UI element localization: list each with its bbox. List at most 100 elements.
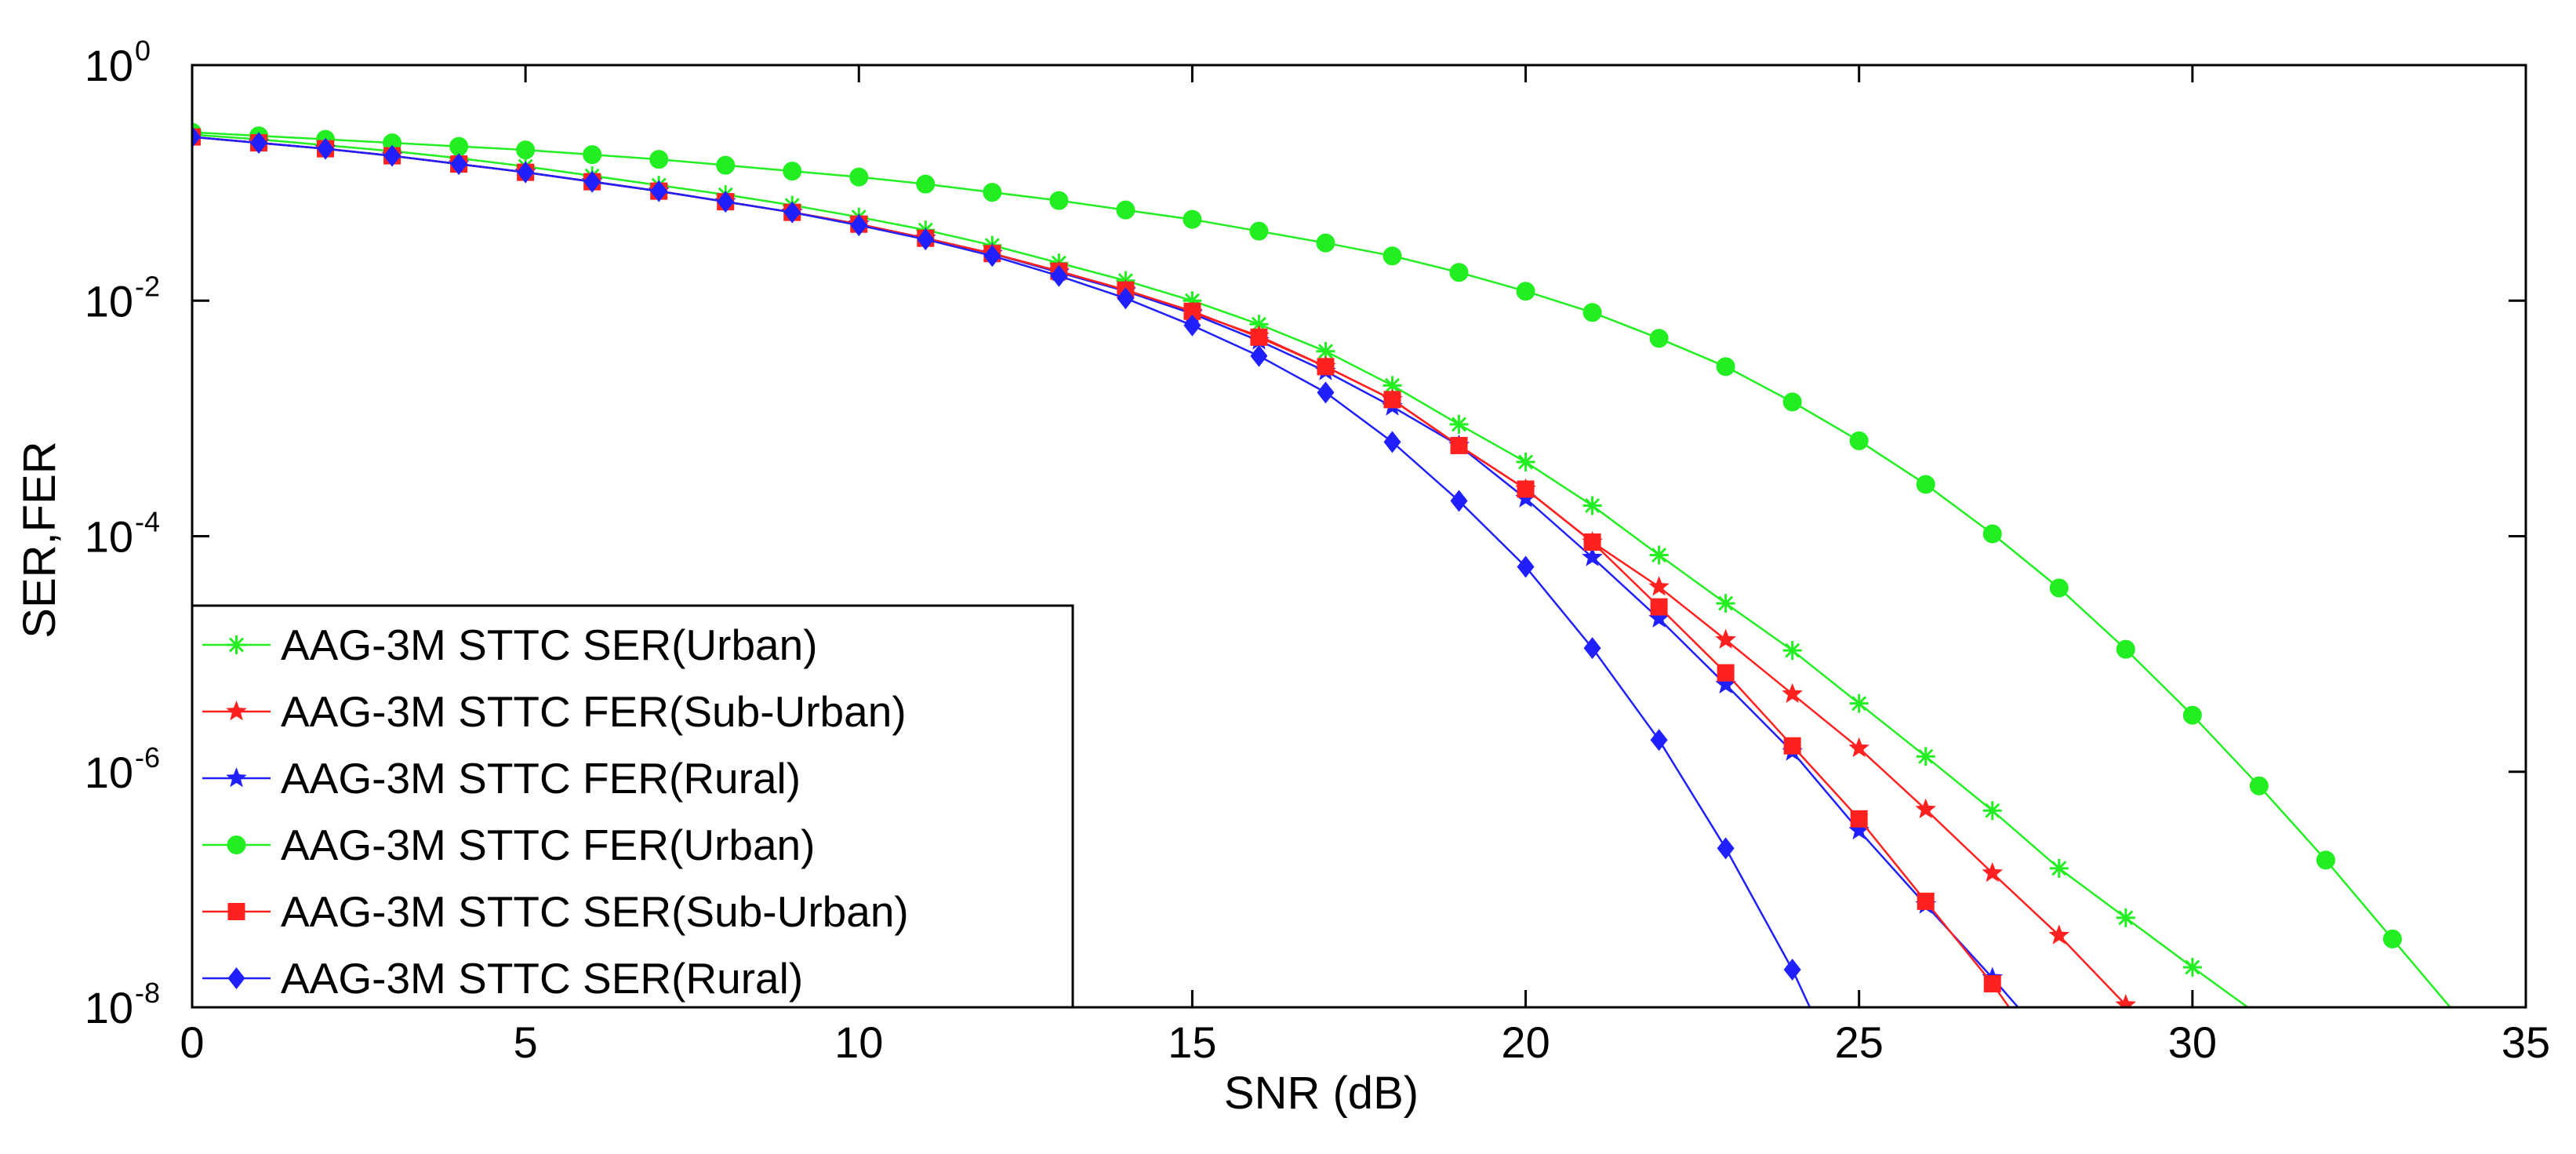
x-tick-label: 5 [514, 1017, 538, 1067]
data-point [1383, 431, 1401, 453]
data-point [1516, 452, 1535, 471]
data-point [1782, 392, 1802, 412]
y-tick-exponent: -6 [135, 741, 160, 774]
data-point [1650, 729, 1668, 752]
y-tick-base: 10 [85, 748, 133, 797]
data-point [583, 145, 602, 165]
data-point [1649, 329, 1669, 348]
legend-label: AAG-3M STTC FER(Urban) [281, 821, 815, 869]
data-point [2115, 994, 2137, 1007]
data-point [1583, 533, 1601, 552]
y-tick-label: 10 -2 [85, 270, 160, 326]
data-point [1850, 810, 1868, 828]
y-tick-exponent: -2 [135, 270, 160, 302]
legend-marker [226, 767, 247, 788]
data-point [450, 153, 468, 176]
data-point [1516, 282, 1535, 301]
legend-marker [227, 967, 245, 989]
data-point [1183, 314, 1201, 337]
y-tick-label: 10 -4 [85, 506, 160, 562]
legend-label: AAG-3M STTC FER(Sub-Urban) [281, 687, 907, 736]
y-tick-exponent: -4 [135, 506, 160, 538]
data-point [1116, 200, 1135, 220]
y-tick-base: 10 [85, 512, 133, 562]
series-line [192, 133, 2250, 1007]
data-point [717, 191, 735, 213]
data-point [1183, 302, 1201, 320]
data-point [1450, 490, 1468, 512]
data-point [1716, 594, 1735, 613]
y-tick-base: 10 [85, 276, 133, 326]
y-tick-base: 10 [85, 41, 133, 90]
data-point [1582, 546, 1603, 566]
data-point [917, 228, 935, 251]
data-point [850, 214, 868, 237]
data-point [1316, 233, 1335, 253]
x-tick-label: 15 [1168, 1017, 1216, 1067]
data-point [517, 161, 535, 184]
data-point [2048, 924, 2070, 945]
legend-entry: AAG-3M STTC SER(Sub-Urban) [202, 887, 909, 936]
data-point [2116, 908, 2135, 927]
data-point [2049, 578, 2069, 598]
series-layer [192, 122, 2452, 1007]
legend-label: AAG-3M STTC SER(Urban) [281, 621, 818, 669]
data-point [2182, 705, 2202, 725]
data-point [2316, 850, 2335, 870]
y-axis-label: SER,FER [14, 441, 65, 638]
data-point [1849, 431, 1869, 450]
x-axis-label: SNR (dB) [1224, 1068, 1419, 1119]
data-point [1983, 974, 2001, 992]
data-point [192, 126, 201, 148]
data-point [1517, 555, 1535, 578]
data-point [2382, 929, 2402, 948]
legend-marker [227, 903, 245, 920]
data-point [1450, 436, 1468, 454]
data-point [1982, 524, 2002, 544]
data-point [849, 167, 869, 187]
data-point [983, 183, 1002, 202]
data-point [1916, 475, 1935, 494]
data-point [1382, 246, 1402, 266]
data-point [1517, 480, 1535, 498]
x-tick-labels: 0 5 10 15 20 25 30 35 [180, 1017, 2550, 1067]
legend-entry: AAG-3M STTC FER(Sub-Urban) [202, 687, 907, 736]
data-point [716, 155, 736, 175]
x-tick-label: 35 [2502, 1017, 2550, 1067]
data-point [916, 174, 936, 194]
data-point [1716, 357, 1735, 377]
data-point [1783, 958, 1801, 981]
data-point [783, 201, 801, 224]
data-point [1582, 496, 1602, 515]
data-point [983, 245, 1001, 268]
x-tick-label: 10 [834, 1017, 883, 1067]
data-point [1249, 221, 1269, 241]
data-point [1183, 209, 1202, 229]
data-point [1848, 819, 1869, 840]
data-point [1317, 381, 1335, 404]
legend-marker [226, 701, 247, 721]
data-point [2116, 639, 2135, 659]
data-point [1717, 664, 1735, 682]
y-tick-label: 10 0 [85, 35, 151, 90]
data-point [650, 180, 668, 202]
data-point [1717, 837, 1735, 860]
data-point [1648, 607, 1669, 628]
data-point [1649, 545, 1669, 565]
data-point [1050, 264, 1068, 287]
data-point [1449, 263, 1469, 282]
data-point [583, 170, 601, 193]
legend-items: AAG-3M STTC SER(Urban) AAG-3M STTC FER(Su… [202, 621, 909, 1003]
data-point [1916, 747, 1935, 766]
data-point [1917, 892, 1935, 910]
data-point [2049, 858, 2069, 878]
x-tick-label: 25 [1835, 1017, 1884, 1067]
ticks-layer [191, 64, 2527, 1009]
legend-marker [227, 635, 246, 654]
legend-label: AAG-3M STTC SER(Rural) [281, 954, 803, 1003]
data-point [516, 140, 536, 160]
data-point [1982, 861, 2004, 883]
y-tick-label: 10 -8 [85, 977, 160, 1032]
data-point [1782, 641, 1802, 661]
